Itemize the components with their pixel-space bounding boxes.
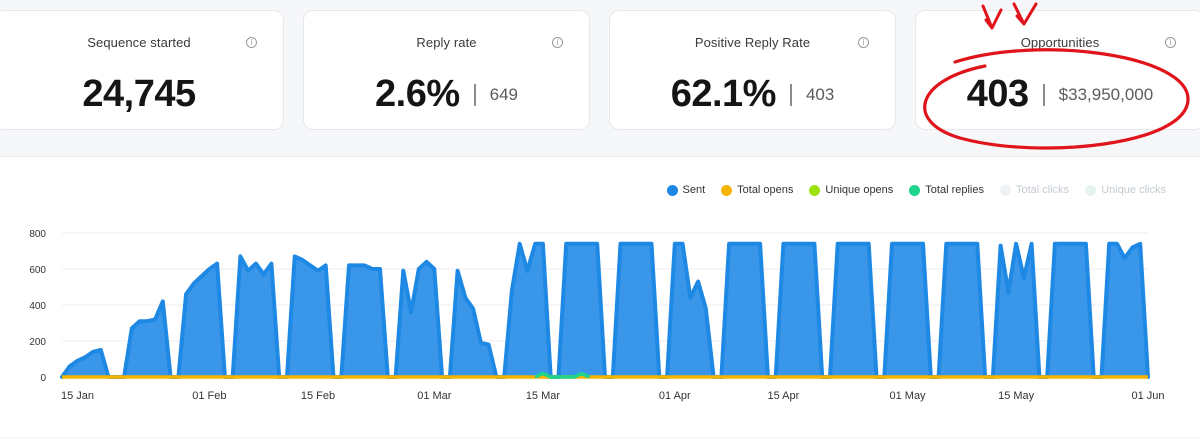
x-tick-label: 15 Apr (768, 390, 800, 402)
y-axis: 0 200 400 600 800 (29, 229, 46, 384)
legend-dot (721, 184, 733, 196)
x-tick-label: 01 Mar (417, 390, 452, 402)
info-icon[interactable]: i (246, 37, 257, 48)
legend-item-total-replies[interactable]: Total replies (909, 184, 984, 196)
legend-label: Total replies (925, 184, 984, 196)
card-label: Sequence started (87, 35, 191, 50)
legend-item-sent[interactable]: Sent (666, 184, 706, 196)
series-line-total-replies (534, 371, 591, 379)
info-icon[interactable]: i (552, 37, 563, 48)
legend-dot (909, 184, 921, 196)
chart-legend: Sent Total opens Unique opens Total repl… (666, 184, 1166, 196)
y-tick-label: 400 (29, 301, 46, 312)
value-separator (473, 83, 476, 106)
legend-label: Unique clicks (1101, 184, 1166, 196)
y-tick-label: 600 (29, 265, 46, 276)
legend-dot (809, 184, 821, 196)
card-value: 2.6% (375, 73, 460, 115)
card-value: 62.1% (670, 73, 777, 115)
legend-label: Total opens (737, 184, 794, 196)
legend-dot (1085, 184, 1097, 196)
x-tick-label: 15 May (998, 390, 1035, 402)
chart-series (60, 241, 1150, 379)
legend-dot (1000, 184, 1011, 196)
y-tick-label: 800 (29, 229, 46, 240)
kpi-card-sequence-started: Sequence started i 24,745 (0, 10, 284, 130)
card-secondary-value: 403 (805, 84, 835, 104)
value-separator (789, 83, 792, 106)
legend-item-unique-clicks[interactable]: Unique clicks (1085, 184, 1166, 196)
x-tick-label: 15 Feb (301, 390, 335, 402)
legend-label: Total clicks (1016, 184, 1070, 196)
series-line-sent (60, 241, 1150, 379)
legend-label: Sent (682, 184, 706, 196)
legend-item-total-opens[interactable]: Total opens (721, 184, 793, 196)
legend-item-total-clicks[interactable]: Total clicks (1000, 184, 1069, 196)
legend-item-unique-opens[interactable]: Unique opens (809, 184, 893, 196)
legend-label: Unique opens (825, 184, 894, 196)
legend-dot (666, 184, 678, 196)
y-tick-label: 0 (40, 373, 46, 384)
card-label: Reply rate (416, 35, 477, 50)
kpi-card-positive-reply-rate: Positive Reply Rate i 62.1% 403 (609, 10, 896, 130)
x-tick-label: 01 Feb (192, 390, 226, 402)
info-icon[interactable]: i (858, 37, 869, 48)
x-tick-label: 15 Mar (526, 390, 561, 402)
card-secondary-value: 649 (489, 84, 518, 104)
info-icon[interactable]: i (1165, 37, 1176, 48)
kpi-card-reply-rate: Reply rate i 2.6% 649 (303, 10, 590, 130)
y-tick-label: 200 (29, 337, 46, 348)
x-tick-label: 01 May (889, 390, 926, 402)
x-tick-label: 01 Jun (1131, 390, 1164, 402)
x-tick-label: 01 Apr (659, 390, 691, 402)
card-value: 24,745 (82, 73, 196, 115)
x-axis: 15 Jan 01 Feb 15 Feb 01 Mar 15 Mar 01 Apr 15 A… (61, 390, 1165, 402)
x-tick-label: 15 Jan (61, 390, 94, 402)
card-label: Positive Reply Rate (694, 35, 811, 50)
card-label: Opportunities (1020, 35, 1100, 50)
